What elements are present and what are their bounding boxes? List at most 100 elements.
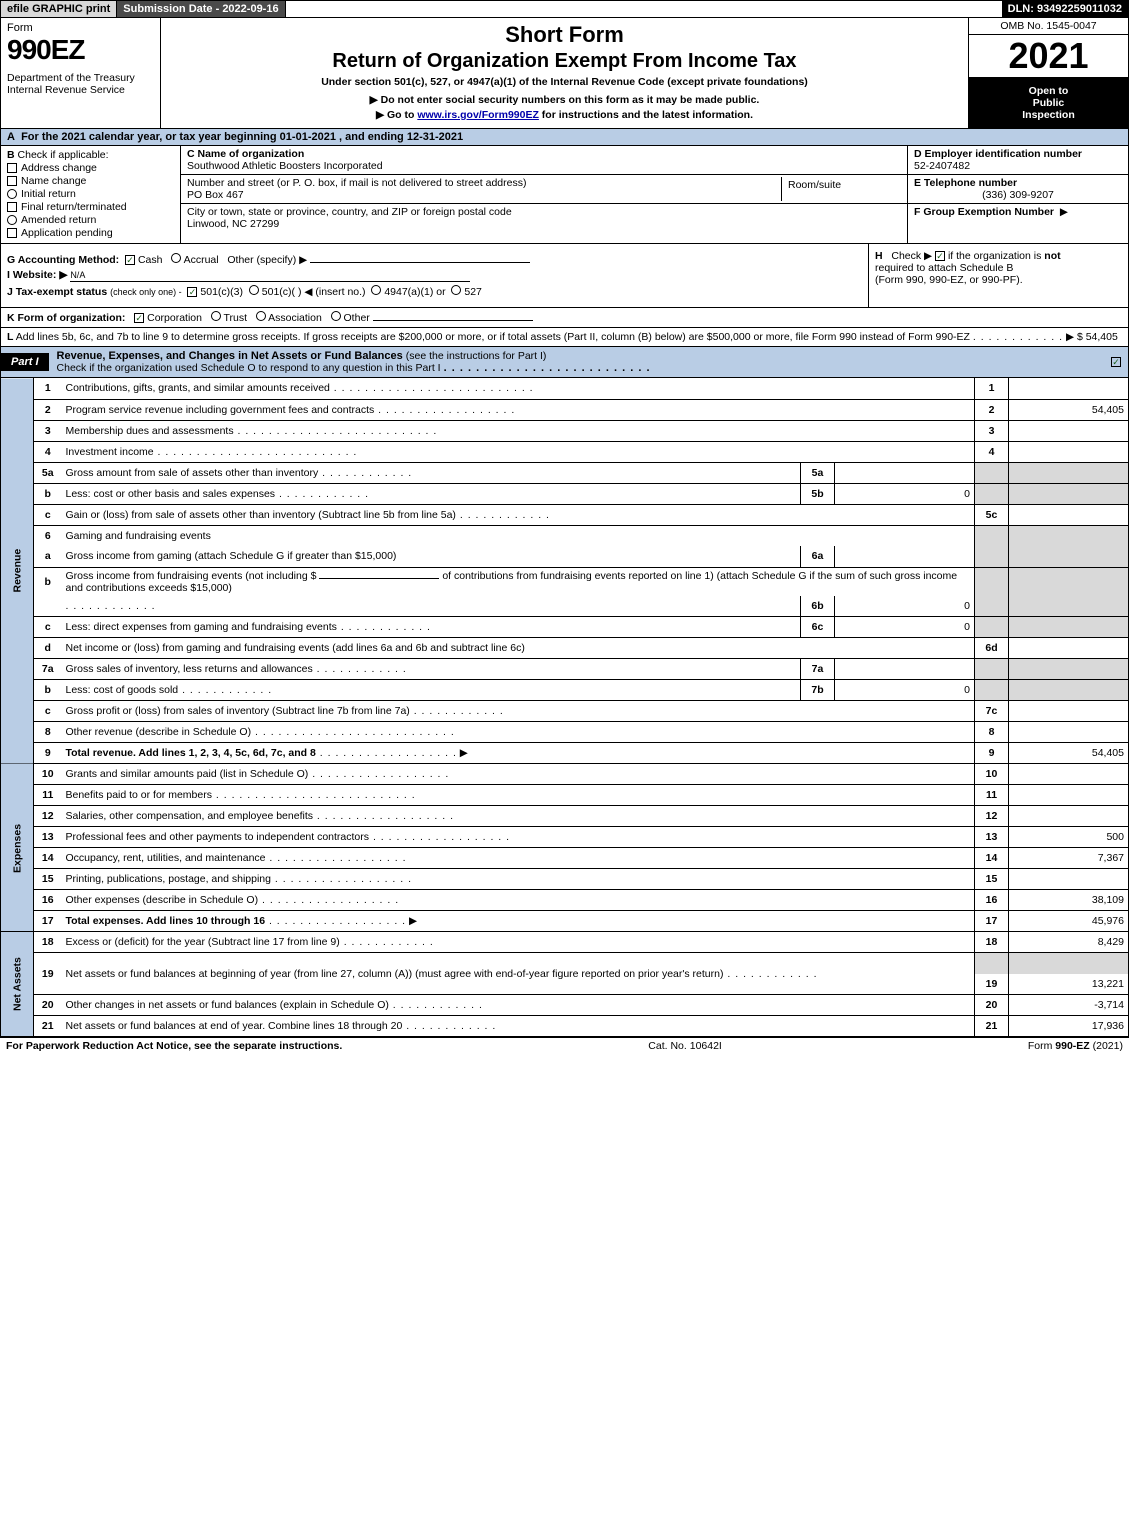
row-6b-2: 6b 0 — [1, 596, 1129, 617]
other-org-line[interactable] — [373, 320, 533, 321]
l5b-n: b — [34, 483, 62, 504]
K-label: K Form of organization: — [7, 312, 125, 324]
rad-amended-return[interactable] — [7, 215, 17, 225]
C-street-label: Number and street (or P. O. box, if mail… — [187, 177, 526, 189]
chk-name-change[interactable] — [7, 176, 17, 186]
bcdef-row: B Check if applicable: Address change Na… — [0, 146, 1129, 244]
l5a-mini: 5a — [801, 462, 835, 483]
other-specify-line[interactable] — [310, 262, 530, 263]
l7a-miniv — [835, 659, 975, 680]
l17-n: 17 — [34, 911, 62, 932]
sidelabel-netassets: Net Assets — [1, 932, 34, 1037]
l6b-blankno — [34, 596, 62, 617]
J-sub: (check only one) - — [110, 287, 182, 297]
rad-accrual[interactable] — [171, 253, 181, 263]
part-I-title: Revenue, Expenses, and Changes in Net As… — [49, 347, 1104, 377]
l3-v — [1009, 420, 1129, 441]
form-number: 990EZ — [7, 34, 154, 66]
efile-print-button[interactable]: efile GRAPHIC print — [1, 1, 117, 17]
l20-v: -3,714 — [1009, 995, 1129, 1016]
L-label: L — [7, 331, 13, 343]
l17-box: 17 — [975, 911, 1009, 932]
l6a-n: a — [34, 546, 62, 567]
rad-4947[interactable] — [371, 285, 381, 295]
chk-501c3[interactable] — [187, 287, 197, 297]
l6b-blank[interactable] — [319, 578, 439, 579]
l10-n: 10 — [34, 764, 62, 785]
chk-address-change[interactable] — [7, 163, 17, 173]
rad-initial-return[interactable] — [7, 189, 17, 199]
l17-d: Total expenses. Add lines 10 through 16 — [62, 911, 975, 932]
l6d-v — [1009, 638, 1129, 659]
l3-n: 3 — [34, 420, 62, 441]
l8-d: Other revenue (describe in Schedule O) — [62, 722, 975, 743]
l4-n: 4 — [34, 441, 62, 462]
l5b-mini: 5b — [801, 483, 835, 504]
irs-link[interactable]: www.irs.gov/Form990EZ — [417, 109, 539, 121]
l1-n: 1 — [34, 378, 62, 399]
l15-box: 15 — [975, 869, 1009, 890]
sidelabel-expenses: Expenses — [1, 764, 34, 932]
footer-center: Cat. No. 10642I — [342, 1040, 1028, 1052]
submission-date-button[interactable]: Submission Date - 2022-09-16 — [117, 1, 285, 17]
l12-v — [1009, 806, 1129, 827]
l4-v — [1009, 441, 1129, 462]
rad-association[interactable] — [256, 311, 266, 321]
rad-501c[interactable] — [249, 285, 259, 295]
l13-n: 13 — [34, 827, 62, 848]
H-not: not — [1044, 250, 1060, 262]
C-street: PO Box 467 — [187, 189, 244, 201]
l20-box: 20 — [975, 995, 1009, 1016]
row-16: 16 Other expenses (describe in Schedule … — [1, 890, 1129, 911]
l21-n: 21 — [34, 1016, 62, 1037]
l5a-d: Gross amount from sale of assets other t… — [62, 462, 801, 483]
chk-H[interactable] — [935, 251, 945, 261]
l6d-box: 6d — [975, 638, 1009, 659]
l15-d: Printing, publications, postage, and shi… — [62, 869, 975, 890]
row-13: 13 Professional fees and other payments … — [1, 827, 1129, 848]
l6a-miniv — [835, 546, 975, 567]
row-8: 8 Other revenue (describe in Schedule O)… — [1, 722, 1129, 743]
l1-box: 1 — [975, 378, 1009, 399]
l12-box: 12 — [975, 806, 1009, 827]
chk-schedule-o[interactable] — [1111, 357, 1121, 367]
l12-n: 12 — [34, 806, 62, 827]
l6b-d1: Gross income from fundraising events (no… — [62, 567, 975, 596]
l4-d: Investment income — [62, 441, 975, 462]
l21-d: Net assets or fund balances at end of ye… — [62, 1016, 975, 1037]
chk-application-pending[interactable] — [7, 228, 17, 238]
row-20: 20 Other changes in net assets or fund b… — [1, 995, 1129, 1016]
chk-cash[interactable] — [125, 255, 135, 265]
row-6d: d Net income or (loss) from gaming and f… — [1, 638, 1129, 659]
l6a-d: Gross income from gaming (attach Schedul… — [62, 546, 801, 567]
l18-v: 8,429 — [1009, 932, 1129, 953]
goto-pre: ▶ Go to — [376, 109, 417, 121]
chk-final-return[interactable] — [7, 202, 17, 212]
l17-arrow — [406, 915, 417, 927]
directive-ssn: ▶ Do not enter social security numbers o… — [167, 94, 962, 106]
l6a-mini: 6a — [801, 546, 835, 567]
sidelabel-revenue: Revenue — [1, 378, 34, 764]
l7a-greybox — [975, 659, 1009, 680]
chk-corporation[interactable] — [134, 313, 144, 323]
l6-d: Gaming and fundraising events — [62, 525, 975, 546]
l9-arrow — [457, 747, 468, 759]
l5a-greybox — [975, 462, 1009, 483]
l5c-v — [1009, 504, 1129, 525]
row-18: Net Assets 18 Excess or (deficit) for th… — [1, 932, 1129, 953]
l6-n: 6 — [34, 525, 62, 546]
rad-other-org[interactable] — [331, 311, 341, 321]
rad-527[interactable] — [451, 285, 461, 295]
part-I-sub: (see the instructions for Part I) — [406, 350, 547, 362]
l9-d: Total revenue. Add lines 1, 2, 3, 4, 5c,… — [62, 743, 975, 764]
rad-trust[interactable] — [211, 311, 221, 321]
l11-d: Benefits paid to or for members — [62, 785, 975, 806]
lbl-other: Other (specify) ▶ — [227, 254, 307, 266]
H-t4: (Form 990, 990-EZ, or 990-PF). — [875, 274, 1023, 286]
lbl-initial-return: Initial return — [21, 188, 76, 200]
l6b-n: b — [34, 567, 62, 596]
l6b-mini: 6b — [801, 596, 835, 617]
header-right: OMB No. 1545-0047 2021 Open to Public In… — [968, 18, 1128, 128]
l10-box: 10 — [975, 764, 1009, 785]
l3-box: 3 — [975, 420, 1009, 441]
